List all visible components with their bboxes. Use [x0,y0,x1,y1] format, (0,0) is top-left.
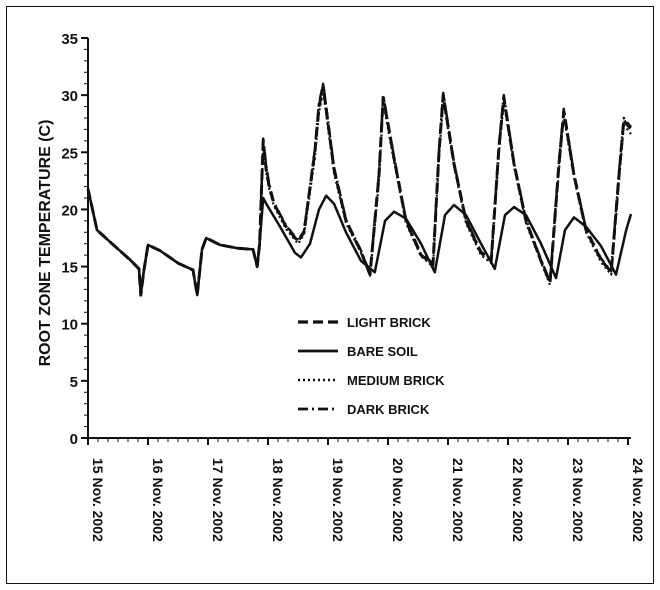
legend-label: LIGHT BRICK [347,315,431,330]
series-line-dark-brick [86,82,632,297]
y-tick-label: 0 [70,431,78,448]
y-tick-label: 5 [70,374,78,391]
x-tick-label: 17 Nov. 2002 [210,458,226,542]
legend-label: BARE SOIL [347,344,418,359]
series-group [86,82,633,297]
x-tick-label: 22 Nov. 2002 [510,458,526,542]
y-axis-title: ROOT ZONE TEMPERATURE (C) [37,120,54,367]
x-tick-label: 20 Nov. 2002 [390,458,406,542]
legend-label: MEDIUM BRICK [347,373,445,388]
x-ticks-group: 15 Nov. 2002 16 Nov. 2002 17 Nov. 2002 18 N… [87,438,646,542]
y-tick-label: 10 [61,317,78,334]
x-tick-label: 21 Nov. 2002 [450,458,466,542]
x-tick-label: 23 Nov. 2002 [570,458,586,542]
x-tick-label: 24 Nov. 2002 [630,458,646,542]
x-tick-label: 19 Nov. 2002 [330,458,346,542]
y-tick-label: 25 [61,145,78,162]
y-tick-label: 30 [61,88,78,105]
legend: LIGHT BRICK BARE SOIL MEDIUM BRICK DARK BRI… [298,315,445,417]
x-tick-label: 15 Nov. 2002 [90,458,106,542]
x-tick-label: 16 Nov. 2002 [150,458,166,542]
y-tick-label: 15 [61,260,78,277]
series-line-medium-brick [86,90,632,297]
y-tick-label: 35 [61,31,78,48]
x-tick-label: 18 Nov. 2002 [270,458,286,542]
y-ticks-group: 0 5 10 15 20 25 30 35 [61,31,88,448]
y-tick-label: 20 [61,202,78,219]
chart-frame [6,6,654,584]
legend-label: DARK BRICK [347,402,430,417]
